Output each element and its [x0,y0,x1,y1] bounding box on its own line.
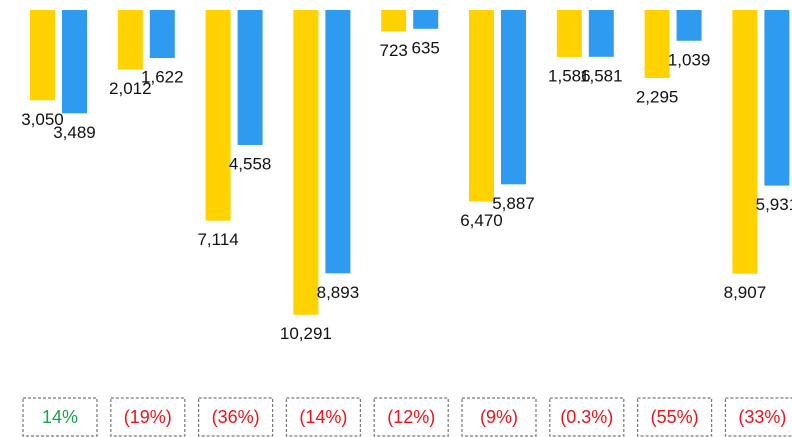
change-box [636,397,713,437]
bar [149,10,175,59]
bar [237,10,263,145]
data-label: 2,295 [636,87,679,106]
data-label: 723 [380,41,408,60]
data-label: 5,887 [492,194,535,213]
bar [588,10,614,57]
change-label: (14%) [299,407,347,427]
data-label: 1,586 [548,66,591,85]
bar [293,10,319,315]
change-label: (55%) [651,407,699,427]
data-label: 635 [412,38,440,57]
bar [644,10,670,78]
data-label: 5,931 [756,195,792,214]
bar [413,10,439,29]
bar [501,10,526,185]
data-label: 1,581 [580,66,623,85]
bar [205,10,231,221]
change-box [22,397,98,437]
bar [325,10,351,274]
data-label: 6,470 [460,211,503,230]
data-label: 1,622 [141,68,184,87]
bar [676,10,702,41]
bar [381,10,407,32]
bar [556,10,582,57]
change-box [110,397,186,437]
change-box [549,397,625,437]
bar [469,10,494,202]
bar [732,10,758,274]
change-box [373,397,449,437]
change-box [285,397,361,437]
change-label: (9%) [480,407,518,427]
data-label: 8,907 [724,283,767,302]
bar [30,10,55,101]
change-label: (12%) [387,407,435,427]
bar [62,10,87,114]
change-box [461,397,537,437]
data-label: 8,893 [317,283,360,302]
data-label: 1,039 [668,50,711,69]
data-label: 3,050 [21,110,64,129]
change-label: (19%) [124,407,172,427]
change-label: 14% [42,407,78,427]
bar [117,10,143,70]
data-label: 2,012 [109,79,152,98]
change-box [724,397,792,437]
data-label: 10,291 [280,324,332,343]
data-label: 3,489 [53,123,96,142]
change-box [198,397,274,437]
change-label: (33%) [738,407,786,427]
change-label: (36%) [212,407,260,427]
change-label: (0.3%) [560,407,613,427]
data-label: 7,114 [197,230,238,249]
bar [764,10,790,186]
data-label: 4,558 [229,154,272,173]
